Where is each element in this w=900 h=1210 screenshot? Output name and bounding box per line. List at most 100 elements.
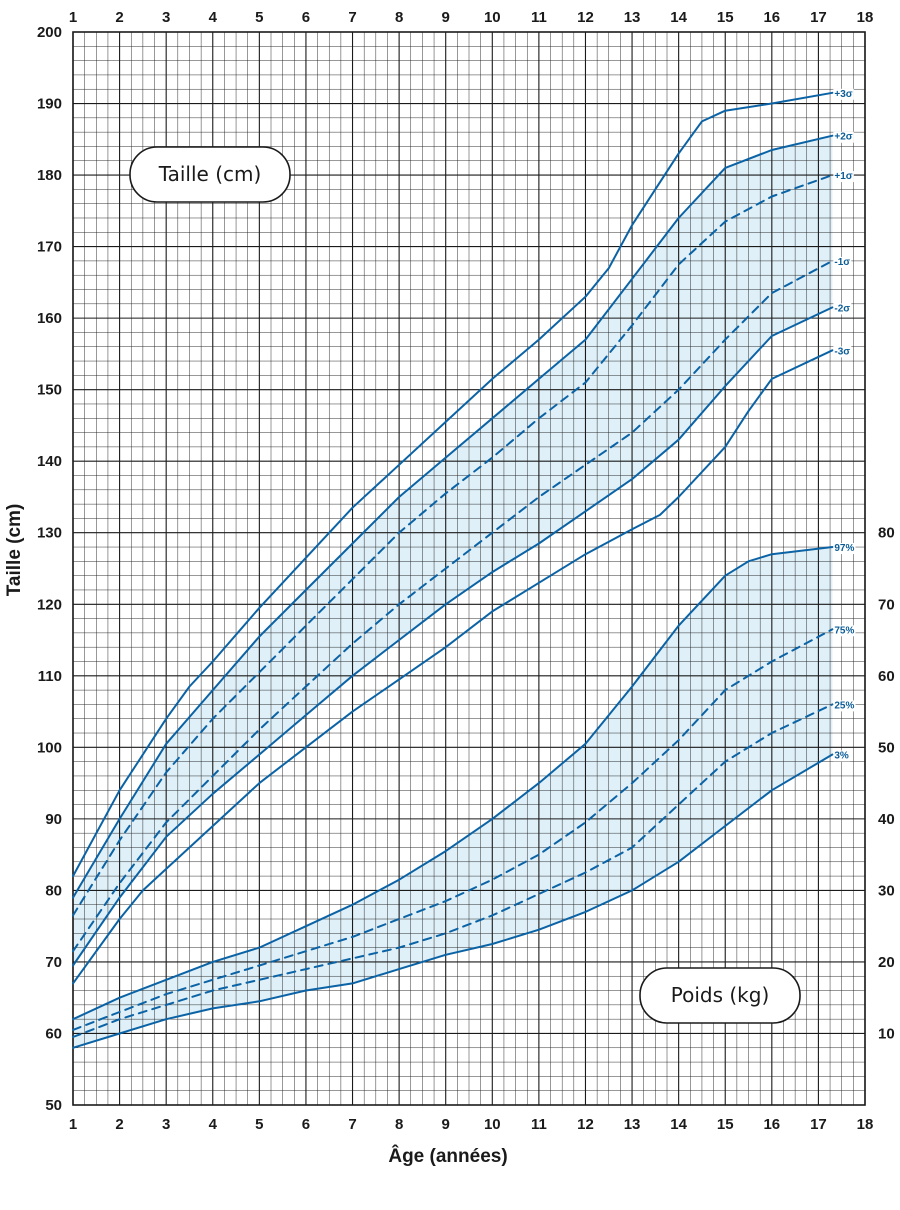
grid-layer [72, 31, 866, 1106]
x-tick-bottom: 13 [624, 1116, 641, 1133]
x-tick-top: 17 [810, 9, 827, 26]
x-tick-top: 4 [209, 9, 218, 26]
x-tick-bottom: 1 [69, 1116, 77, 1133]
height-series-1-curve [72, 134, 834, 899]
height-tick: 90 [45, 811, 62, 828]
x-tick-top: 10 [484, 9, 501, 26]
height-series-0-label-bg [833, 88, 854, 100]
height-series-4-curve [72, 306, 834, 967]
x-tick-bottom: 4 [209, 1116, 218, 1133]
height-tick: 120 [37, 596, 62, 613]
weight-series-2-label: 25% [834, 700, 854, 711]
x-tick-top: 18 [857, 9, 874, 26]
height-series-5-curve [72, 349, 834, 985]
height-tick: 180 [37, 167, 62, 184]
x-tick-top: 13 [624, 9, 641, 26]
height-series-2-curve [72, 174, 834, 917]
height-series-3-curve [72, 259, 834, 953]
x-tick-bottom: 12 [577, 1116, 594, 1133]
x-tick-bottom: 17 [810, 1116, 827, 1133]
x-tick-top: 5 [255, 9, 263, 26]
x-tick-top: 3 [162, 9, 170, 26]
x-tick-top: 14 [670, 9, 687, 26]
height-box-label: Taille (cm) [158, 162, 262, 186]
weight-tick: 30 [878, 882, 895, 899]
x-tick-top: 16 [763, 9, 780, 26]
x-tick-bottom: 11 [531, 1116, 547, 1133]
weight-box-label: Poids (kg) [671, 983, 770, 1007]
x-tick-bottom: 5 [255, 1116, 263, 1133]
weight-series-0-label: 97% [834, 543, 854, 554]
plot-frame [72, 31, 866, 1106]
height-series-1-label-bg [833, 131, 854, 143]
x-tick-bottom: 9 [442, 1116, 450, 1133]
weight-series-0-curve [72, 546, 834, 1021]
x-tick-top: 15 [717, 9, 734, 26]
height-series-0-label: +3σ [834, 89, 852, 100]
weight-tick: 70 [878, 596, 895, 613]
weight-series-3-label-bg [833, 750, 850, 762]
height-series-4-label-bg [833, 303, 852, 315]
weight-series-1-curve [72, 628, 834, 1031]
x-tick-top: 9 [442, 9, 450, 26]
weight-tick: 10 [878, 1025, 895, 1042]
x-tick-bottom: 2 [115, 1116, 123, 1133]
weight-series-0-label-bg [833, 543, 856, 555]
x-tick-bottom: 3 [162, 1116, 170, 1133]
x-tick-top: 11 [531, 9, 547, 26]
weight-tick: 20 [878, 954, 895, 971]
height-box: Taille (cm) [129, 146, 291, 203]
height-tick: 150 [37, 382, 62, 399]
height-tick: 170 [37, 239, 62, 256]
x-tick-bottom: 14 [670, 1116, 687, 1133]
weight-series-1-label: 75% [834, 625, 854, 636]
height-tick: 130 [37, 525, 62, 542]
height-tick: 190 [37, 96, 62, 113]
height-tick: 80 [45, 882, 62, 899]
height-series-1-label: +2σ [834, 132, 852, 143]
x-tick-bottom: 18 [857, 1116, 874, 1133]
height-tick: 200 [37, 24, 62, 41]
weight-box: Poids (kg) [639, 967, 801, 1024]
x-tick-top: 12 [577, 9, 594, 26]
x-axis-title: Âge (années) [388, 1145, 507, 1167]
x-tick-top: 6 [302, 9, 310, 26]
weight-tick: 60 [878, 668, 895, 685]
height-tick: 140 [37, 453, 62, 470]
height-series-3-label-bg [833, 256, 852, 268]
x-tick-top: 2 [115, 9, 123, 26]
height-series-4-label: -2σ [834, 303, 850, 314]
weight-tick: 80 [878, 525, 895, 542]
height-series-0-curve [72, 91, 834, 878]
x-tick-bottom: 16 [763, 1116, 780, 1133]
x-tick-bottom: 8 [395, 1116, 403, 1133]
height-series-5-label-bg [833, 346, 852, 358]
weight-tick: 40 [878, 811, 895, 828]
weight-tick: 50 [878, 739, 895, 756]
weight-series-2-label-bg [833, 700, 856, 712]
height-tick: 60 [45, 1025, 62, 1042]
x-tick-top: 1 [69, 9, 77, 26]
weight-series-3-label: 3% [834, 750, 849, 761]
x-tick-bottom: 7 [348, 1116, 356, 1133]
x-tick-bottom: 10 [484, 1116, 501, 1133]
height-tick: 100 [37, 739, 62, 756]
height-series-2-label: +1σ [834, 171, 852, 182]
height-tick: 160 [37, 310, 62, 327]
height-series-3-label: -1σ [834, 257, 850, 268]
height-tick: 110 [38, 668, 62, 685]
weight-series-3-curve [72, 753, 834, 1049]
height-series-2-label-bg [833, 171, 854, 183]
x-tick-top: 8 [395, 9, 403, 26]
x-tick-bottom: 15 [717, 1116, 734, 1133]
x-tick-bottom: 6 [302, 1116, 310, 1133]
weight-series-1-label-bg [833, 625, 856, 637]
weight-series-2-curve [72, 703, 834, 1038]
label-boxes-layer: Taille (cm) Poids (kg) [129, 146, 801, 1024]
ticks-layer: 1122334455667788991010111112121313141415… [37, 9, 895, 1133]
bands-layer [73, 135, 833, 1048]
height-tick: 50 [45, 1097, 62, 1114]
height-tick: 70 [45, 954, 62, 971]
